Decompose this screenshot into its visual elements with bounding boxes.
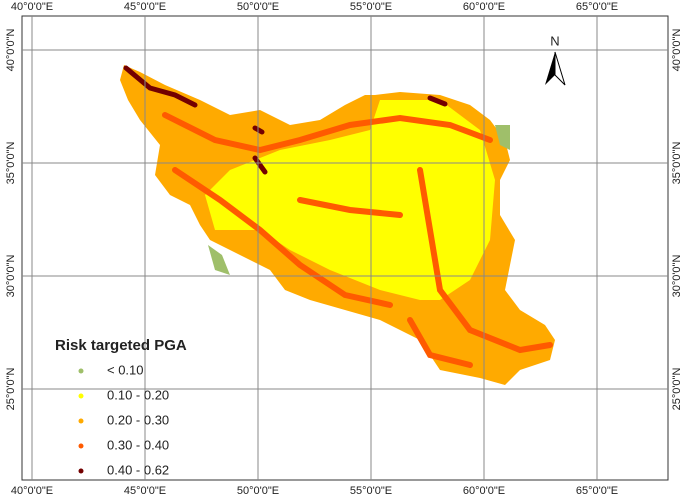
legend-title: Risk targeted PGA xyxy=(55,337,187,354)
longitude-label-bottom: 65°0'0"E xyxy=(576,485,618,497)
legend-swatch xyxy=(78,468,84,474)
longitude-label-top: 65°0'0"E xyxy=(576,1,618,13)
north-arrow: N xyxy=(545,33,566,86)
north-arrow-right xyxy=(554,51,566,86)
north-label: N xyxy=(550,33,559,48)
legend-swatch xyxy=(78,418,84,424)
latitude-label-left: 35°0'0"N xyxy=(5,142,17,185)
longitude-label-bottom: 55°0'0"E xyxy=(350,485,392,497)
latitude-label-left: 40°0'0"N xyxy=(5,29,17,72)
legend-label: 0.40 - 0.62 xyxy=(107,462,169,477)
pga-zone-red xyxy=(162,112,553,368)
longitude-label-top: 55°0'0"E xyxy=(350,1,392,13)
longitude-label-top: 40°0'0"E xyxy=(11,1,53,13)
latitude-label-left: 30°0'0"N xyxy=(5,255,17,298)
longitude-label-bottom: 50°0'0"E xyxy=(237,485,279,497)
legend: Risk targeted PGA < 0.10 0.10 - 0.20 0.20 … xyxy=(55,337,187,477)
latitude-label-right: 40°0'0"N xyxy=(671,29,683,72)
legend-swatch xyxy=(78,393,84,399)
pga-zone-green xyxy=(208,245,230,275)
latitude-label-right: 30°0'0"N xyxy=(671,255,683,298)
legend-swatch xyxy=(78,368,84,374)
legend-label: 0.10 - 0.20 xyxy=(107,387,169,402)
longitude-label-top: 60°0'0"E xyxy=(463,1,505,13)
legend-label: 0.30 - 0.40 xyxy=(107,437,169,452)
longitude-label-bottom: 45°0'0"E xyxy=(124,485,166,497)
country-area xyxy=(120,65,555,385)
latitude-label-right: 25°0'0"N xyxy=(671,368,683,411)
latitude-label-right: 35°0'0"N xyxy=(671,142,683,185)
graticule: 40°0'0"E 40°0'0"E 45°0'0"E 45°0'0"E 50°0'0"E… xyxy=(5,1,683,497)
legend-label: 0.20 - 0.30 xyxy=(107,412,169,427)
longitude-label-bottom: 60°0'0"E xyxy=(463,485,505,497)
legend-label: < 0.10 xyxy=(107,362,144,377)
longitude-label-bottom: 40°0'0"E xyxy=(11,485,53,497)
longitude-label-top: 45°0'0"E xyxy=(124,1,166,13)
pga-zone-yellow xyxy=(205,100,495,300)
latitude-label-left: 25°0'0"N xyxy=(5,368,17,411)
longitude-label-top: 50°0'0"E xyxy=(237,1,279,13)
legend-swatch xyxy=(78,443,84,449)
pga-zone-green xyxy=(495,125,510,150)
north-arrow-left xyxy=(545,52,555,85)
